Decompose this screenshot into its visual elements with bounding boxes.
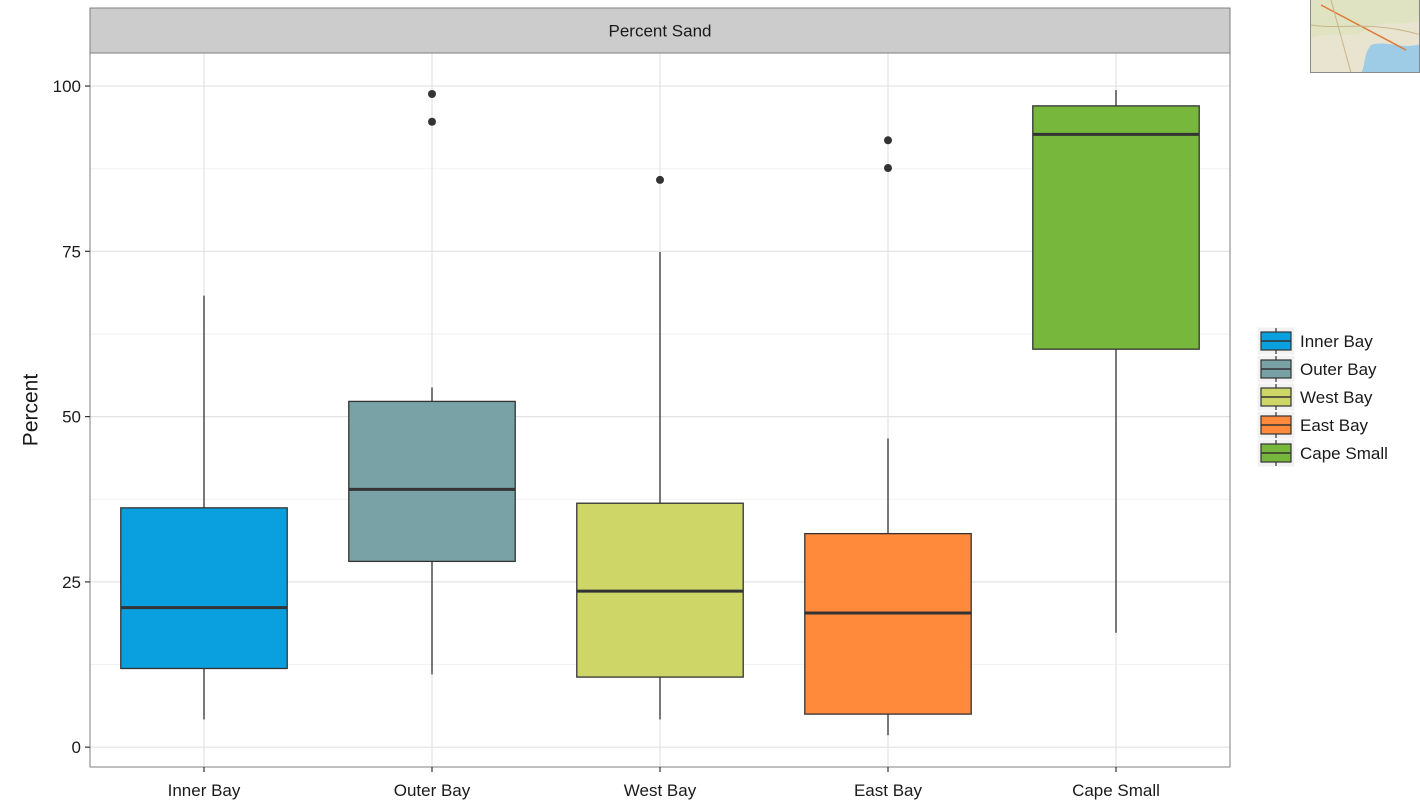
box-east-bay [804, 136, 972, 736]
legend-label: East Bay [1300, 416, 1369, 435]
outlier-point [656, 175, 664, 184]
legend-item-outer-bay: Outer Bay [1256, 354, 1377, 384]
legend-item-east-bay: East Bay [1256, 410, 1369, 440]
legend-item-inner-bay: Inner Bay [1256, 326, 1373, 356]
x-tick-label: Outer Bay [394, 781, 471, 800]
outlier-point [884, 164, 892, 173]
x-tick-label: West Bay [624, 781, 697, 800]
box-west-bay [576, 175, 744, 720]
facet-strip: Percent Sand [89, 7, 1231, 54]
y-tick-label: 50 [62, 408, 81, 427]
legend: Inner Bay Outer Bay West Bay East Bay Cape S… [1256, 326, 1388, 468]
x-tick-label: Cape Small [1072, 781, 1160, 800]
box-body [120, 507, 288, 670]
legend-item-west-bay: West Bay [1256, 382, 1373, 412]
box-body [348, 400, 516, 563]
y-axis: 0 25 50 75 100 [53, 77, 90, 757]
box-body [804, 532, 972, 715]
legend-label: Inner Bay [1300, 332, 1373, 351]
legend-item-cape-small: Cape Small [1256, 438, 1388, 468]
outlier-point [428, 117, 436, 126]
y-tick-label: 100 [53, 77, 81, 96]
box-inner-bay [120, 295, 288, 720]
box-body [1032, 105, 1200, 350]
x-tick-label: East Bay [854, 781, 923, 800]
y-tick-label: 25 [62, 573, 81, 592]
y-tick-label: 75 [62, 242, 81, 261]
x-axis: Inner Bay Outer Bay West Bay East Bay Cape S… [168, 767, 1160, 800]
outlier-point [428, 89, 436, 98]
legend-label: West Bay [1300, 388, 1373, 407]
box-outer-bay [348, 89, 516, 675]
box-cape-small [1032, 90, 1200, 633]
legend-label: Outer Bay [1300, 360, 1377, 379]
boxes [89, 52, 1231, 768]
facet-title: Percent Sand [608, 22, 711, 41]
legend-label: Cape Small [1300, 444, 1388, 463]
y-axis-title: Percent [19, 374, 42, 447]
y-tick-label: 0 [72, 738, 81, 757]
outlier-point [884, 136, 892, 145]
facet-strip-background [89, 7, 1231, 54]
map-thumbnail-image [1310, 0, 1420, 73]
x-tick-label: Inner Bay [168, 781, 241, 800]
